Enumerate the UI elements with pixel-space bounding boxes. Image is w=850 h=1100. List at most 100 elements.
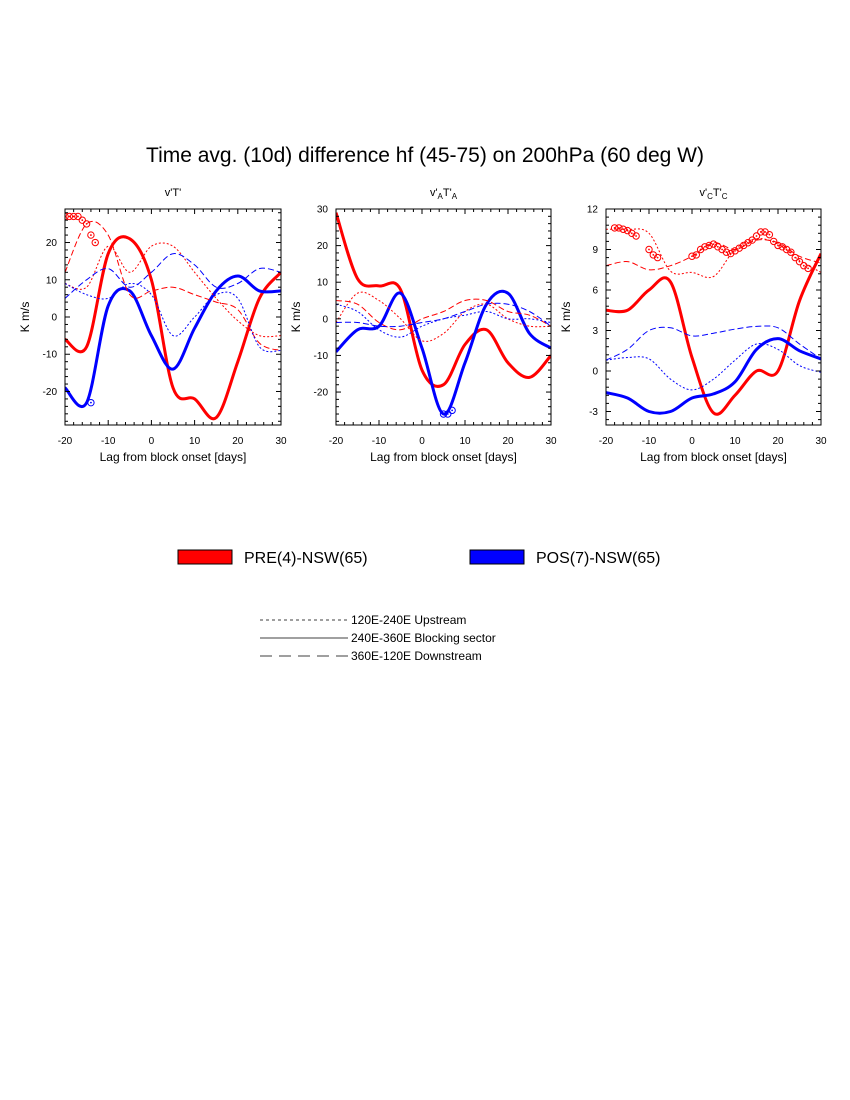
significance-marker: [787, 248, 795, 256]
series-line-red-dashed: [606, 239, 821, 271]
x-tick-label: -20: [599, 436, 614, 447]
x-tick-label: 30: [275, 436, 287, 447]
significance-marker-dot: [618, 227, 620, 229]
significance-marker: [645, 245, 653, 254]
figure-title: Time avg. (10d) difference hf (45-75) on…: [146, 144, 704, 167]
significance-marker-dot: [747, 241, 749, 244]
series-line-red-dotted: [336, 291, 551, 342]
significance-marker-dot: [72, 215, 75, 218]
significance-marker-dot: [725, 251, 728, 254]
significance-marker-dot: [721, 248, 723, 251]
significance-marker: [87, 398, 95, 407]
significance-marker-dot: [652, 254, 655, 256]
chart-panel-1: v'T' -20 -10 0 10 20 30 -20 -10 0 10 20 Lag from blo…: [18, 187, 287, 464]
significance-marker-dot: [729, 252, 732, 255]
y-tick-label: 20: [46, 238, 58, 249]
significance-marker: [619, 225, 627, 233]
x-tick-label: -10: [101, 436, 116, 447]
plot-frame: [335, 208, 552, 426]
y-axis-label: K m/s: [18, 302, 32, 333]
significance-marker-dot: [768, 233, 771, 236]
x-axis-label: Lag from block onset [days]: [640, 450, 787, 464]
significance-marker-dot: [759, 231, 762, 233]
series-legend: PRE(4)-NSW(65) POS(7)-NSW(65): [177, 549, 660, 567]
series-line-blue-solid: [65, 274, 281, 408]
x-tick-label: 10: [189, 436, 201, 447]
plot-area: [336, 212, 551, 418]
significance-marker-dot: [742, 244, 745, 247]
significance-marker-dot: [635, 235, 637, 237]
significance-marker-dot: [622, 228, 625, 231]
significance-marker: [91, 238, 99, 247]
significance-marker: [448, 406, 456, 415]
y-tick-label: 0: [51, 313, 57, 324]
significance-marker-dot: [691, 255, 693, 258]
significance-marker-dot: [81, 219, 84, 222]
y-tick-label: 30: [317, 205, 329, 216]
significance-marker-dot: [798, 260, 801, 263]
series-line-red-solid: [336, 212, 551, 388]
y-tick-label: -20: [43, 387, 58, 398]
significance-marker-dot: [712, 243, 715, 246]
significance-marker-dot: [699, 248, 702, 251]
plot-frame: [64, 208, 282, 426]
y-axis-label: K m/s: [289, 302, 303, 333]
significance-marker-dot: [613, 227, 616, 229]
significance-marker: [69, 212, 78, 221]
series-line-blue-solid: [606, 337, 821, 415]
panel-title-subscript: C: [722, 192, 728, 201]
plot-area: [65, 212, 281, 421]
series-line-red-dotted: [65, 242, 281, 338]
linestyle-legend: 120E-240E Upstream 240E-360E Blocking se…: [260, 613, 496, 663]
x-tick-label: 0: [689, 436, 695, 447]
y-tick-label: 10: [317, 278, 329, 289]
significance-marker: [795, 257, 804, 266]
significance-marker-dot: [802, 264, 805, 267]
significance-marker: [774, 241, 782, 250]
significance-marker-dot: [781, 245, 784, 248]
x-tick-label: 30: [815, 436, 827, 447]
series-line-blue-dotted: [65, 282, 281, 353]
significance-marker: [87, 231, 95, 239]
significance-marker: [804, 264, 812, 273]
legend-line-label-upstream: 120E-240E Upstream: [351, 613, 466, 627]
y-tick-label: -10: [314, 351, 329, 362]
y-axis-label: K m/s: [559, 302, 573, 333]
x-tick-label: -20: [58, 436, 73, 447]
significance-marker-dot: [738, 247, 741, 250]
significance-marker-dot: [90, 234, 92, 236]
series-line-blue-dotted: [606, 343, 821, 391]
significance-marker-dot: [755, 235, 758, 237]
significance-marker: [444, 410, 452, 418]
significance-marker-dot: [446, 413, 449, 415]
significance-marker: [65, 212, 74, 221]
significance-marker-dot: [626, 229, 629, 232]
y-tick-label: 20: [317, 241, 329, 252]
panel-title-subscript: A: [452, 192, 458, 201]
chart-panels: v' T' -20 -10 0 10 20 30 -20 -10 0 10 20 Lag from blo…: [18, 187, 827, 464]
x-axis-label: Lag from block onset [days]: [370, 450, 517, 464]
series-line-blue-dashed: [336, 302, 551, 328]
significance-marker-dot: [85, 222, 88, 225]
y-tick-label: 10: [46, 275, 58, 286]
significance-marker-dot: [794, 256, 797, 259]
significance-marker-dot: [695, 254, 698, 256]
x-tick-label: -10: [372, 436, 387, 447]
y-tick-label: 12: [587, 205, 599, 216]
significance-marker-dot: [648, 248, 650, 251]
panel-title-part: v': [700, 187, 708, 199]
significance-marker: [74, 212, 82, 221]
significance-marker-dot: [442, 413, 445, 415]
x-tick-label: 10: [459, 436, 471, 447]
significance-marker-dot: [68, 215, 71, 218]
panel-title-part: T': [443, 187, 452, 199]
panel-title: v'AT'A: [430, 187, 458, 201]
significance-marker: [770, 237, 778, 246]
significance-marker: [65, 212, 69, 221]
significance-marker: [722, 248, 731, 256]
x-tick-label: 0: [419, 436, 425, 447]
panel-title-part: T': [713, 187, 722, 199]
